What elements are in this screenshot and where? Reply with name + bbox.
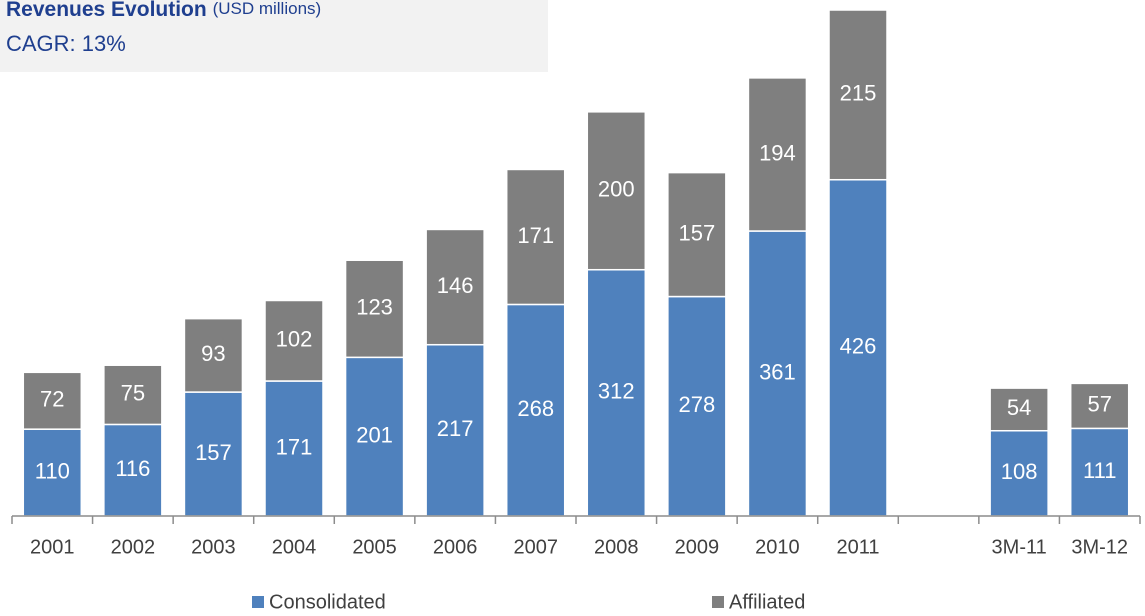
x-tick-label: 2001 bbox=[30, 536, 75, 558]
x-tick-label: 2005 bbox=[352, 536, 397, 558]
bar-segment bbox=[667, 171, 727, 298]
data-label: 123 bbox=[356, 295, 393, 320]
chart-subtitle: (USD millions) bbox=[213, 0, 322, 18]
bar-segment bbox=[505, 168, 566, 306]
data-label: 108 bbox=[1001, 459, 1038, 484]
data-label: 157 bbox=[195, 440, 232, 465]
legend-swatch bbox=[712, 596, 724, 608]
x-tick-label: 2002 bbox=[111, 536, 156, 558]
bar-segment bbox=[586, 111, 647, 271]
bar-segment bbox=[344, 259, 405, 359]
x-tick-label: 3M-12 bbox=[1071, 536, 1128, 558]
bar-segment bbox=[103, 364, 163, 426]
data-label: 426 bbox=[840, 334, 877, 359]
data-label: 278 bbox=[678, 392, 715, 417]
bar-segment bbox=[264, 299, 324, 382]
bar-segment bbox=[667, 295, 727, 517]
bar-segment bbox=[1069, 382, 1130, 430]
legend-label: Consolidated bbox=[269, 591, 386, 613]
legend-swatch bbox=[252, 596, 264, 608]
data-label: 200 bbox=[598, 177, 635, 202]
x-tick-label: 2008 bbox=[594, 536, 639, 558]
x-tick-label: 2011 bbox=[836, 536, 879, 558]
bar-segment bbox=[103, 423, 163, 517]
data-label: 215 bbox=[840, 81, 877, 106]
annotation: CAGR: 13% bbox=[6, 31, 126, 56]
data-label: 116 bbox=[115, 456, 150, 481]
data-label: 72 bbox=[40, 387, 64, 412]
bar-segment bbox=[425, 228, 485, 346]
x-tick-label: 2003 bbox=[191, 536, 236, 558]
data-label: 157 bbox=[678, 220, 715, 245]
data-label: 217 bbox=[437, 416, 474, 441]
bar-segment bbox=[344, 356, 405, 517]
bar-segment bbox=[183, 317, 244, 393]
x-tick-label: 2009 bbox=[675, 536, 720, 558]
data-label: 171 bbox=[276, 434, 313, 459]
data-label: 268 bbox=[517, 396, 554, 421]
x-tick-label: 2006 bbox=[433, 536, 478, 558]
data-label: 93 bbox=[201, 341, 225, 366]
title-box bbox=[0, 0, 548, 72]
bar-segment bbox=[586, 268, 647, 517]
data-label: 57 bbox=[1087, 392, 1111, 417]
bar-segment bbox=[22, 428, 83, 517]
x-tick-label: 3M-11 bbox=[992, 536, 1047, 558]
legend-label: Affiliated bbox=[729, 591, 805, 613]
data-label: 110 bbox=[35, 458, 70, 483]
data-label: 75 bbox=[121, 381, 145, 406]
data-label: 171 bbox=[517, 223, 554, 248]
data-label: 102 bbox=[276, 327, 313, 352]
data-label: 54 bbox=[1007, 395, 1031, 420]
bar-segment bbox=[264, 380, 324, 517]
data-label: 361 bbox=[759, 359, 796, 384]
title-line: Revenues Evolution (USD millions) bbox=[6, 0, 321, 21]
data-label: 111 bbox=[1083, 458, 1116, 483]
bar-segment bbox=[747, 77, 808, 232]
chart-title: Revenues Evolution bbox=[6, 0, 207, 21]
data-label: 146 bbox=[437, 273, 474, 298]
bar-segment bbox=[747, 230, 808, 517]
data-label: 201 bbox=[356, 422, 393, 447]
x-tick-label: 2004 bbox=[272, 536, 317, 558]
data-label: 194 bbox=[759, 140, 796, 165]
bar-segment bbox=[505, 303, 566, 517]
data-label: 312 bbox=[598, 379, 635, 404]
bar-segment bbox=[828, 9, 888, 181]
bar-segment bbox=[989, 387, 1049, 432]
x-tick-label: 2010 bbox=[755, 536, 800, 558]
bar-segment bbox=[22, 371, 83, 430]
x-tick-label: 2007 bbox=[513, 536, 558, 558]
